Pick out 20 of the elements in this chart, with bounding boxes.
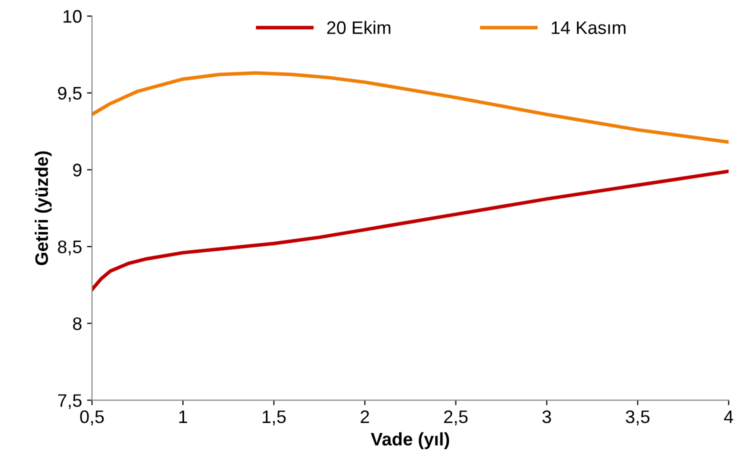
x-tick-label: 0,5 <box>80 410 104 426</box>
y-tick-label: 10 <box>64 10 82 23</box>
y-tick-label: 8 <box>73 317 82 330</box>
legend-label: 14 Kasım <box>552 21 626 34</box>
x-tick-label: 1,5 <box>262 410 286 426</box>
legend-label: 20 Ekim <box>327 20 390 34</box>
line-series <box>92 170 729 292</box>
x-tick-label: 2 <box>360 410 369 424</box>
x-tick-label: 4 <box>724 410 734 424</box>
x-tick-label: 1 <box>179 410 188 424</box>
x-tick-label: 3 <box>542 410 551 424</box>
x-axis-title: Vade (yıl) <box>370 432 450 450</box>
y-tick-label: 9,5 <box>58 86 82 102</box>
line-series <box>92 71 729 144</box>
y-tick-label: 8,5 <box>58 240 82 256</box>
y-axis-title: Getiri (yüzde) <box>34 151 52 266</box>
y-tick-label: 7,5 <box>58 394 82 410</box>
x-tick-label: 2,5 <box>444 410 468 426</box>
y-tick-label: 9 <box>73 164 82 176</box>
x-tick-label: 3,5 <box>626 410 650 426</box>
